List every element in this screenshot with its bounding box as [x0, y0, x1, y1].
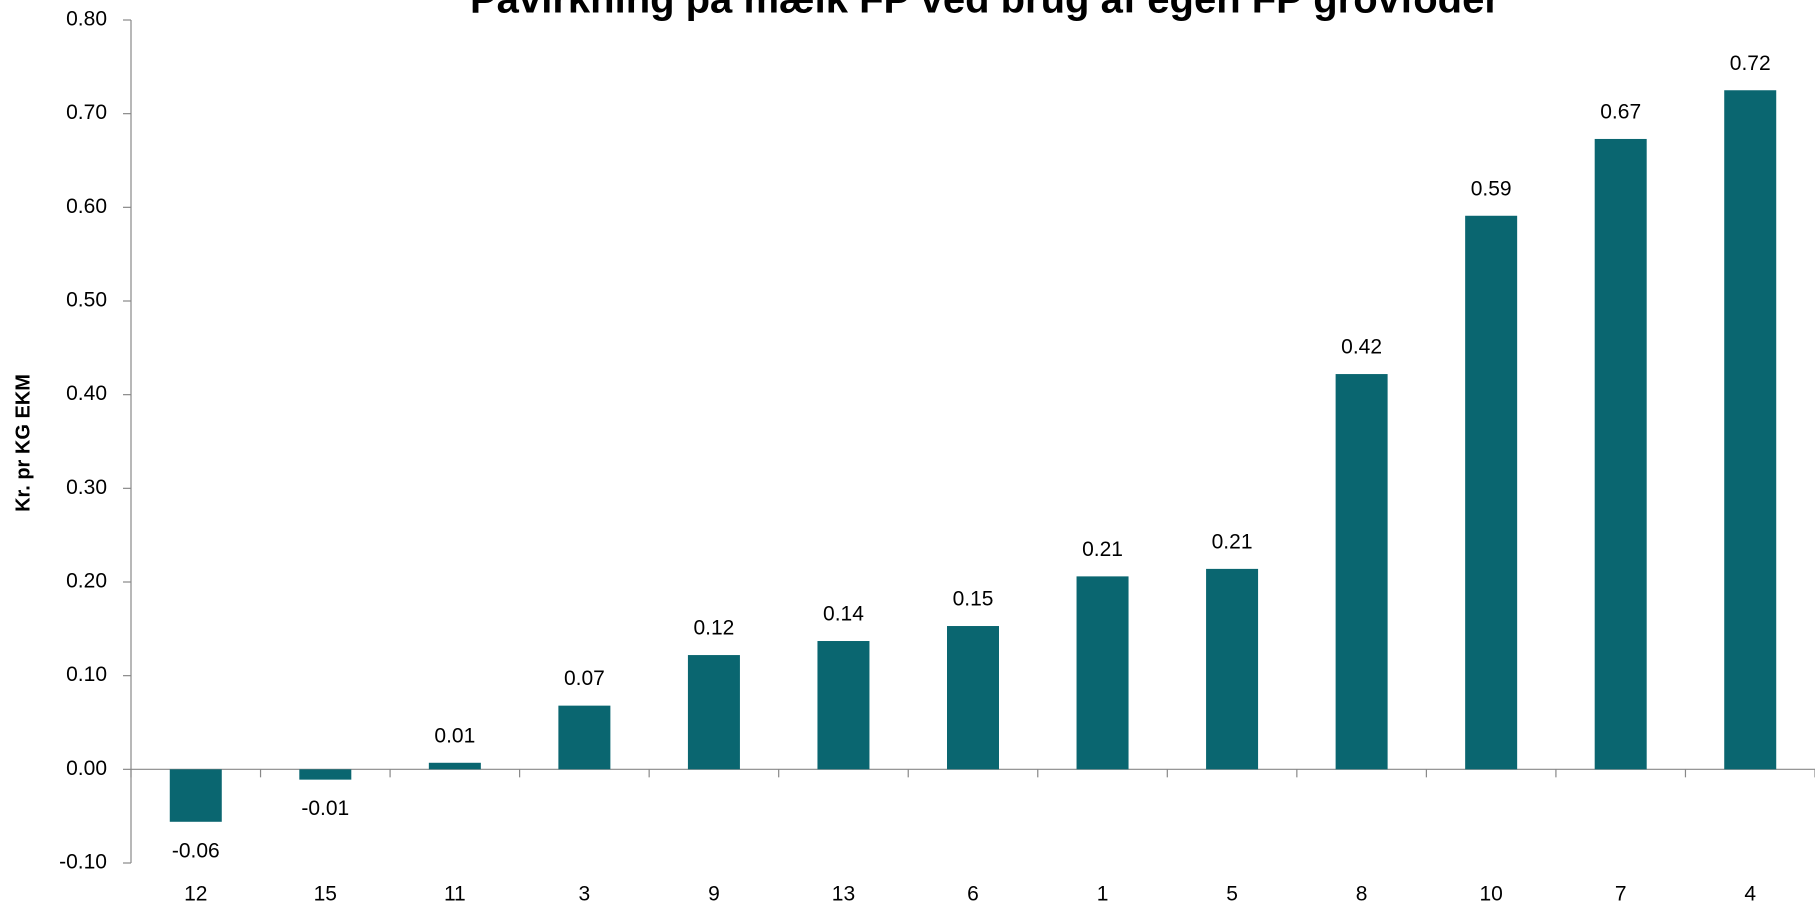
x-tick-label: 7 — [1615, 883, 1627, 906]
y-tick-label: 0.30 — [66, 476, 107, 499]
x-tick-label: 3 — [579, 883, 591, 906]
bar — [817, 641, 870, 770]
y-tick-label: 0.60 — [66, 195, 107, 218]
y-tick-label: 0.10 — [66, 663, 107, 686]
value-label: 0.07 — [564, 667, 605, 690]
bar — [687, 655, 740, 770]
x-tick-label: 8 — [1356, 883, 1368, 906]
y-tick-label: 0.70 — [66, 101, 107, 124]
value-label: 0.12 — [693, 617, 734, 640]
value-label: 0.72 — [1730, 52, 1771, 75]
bar — [428, 762, 481, 770]
bar — [169, 769, 222, 822]
bar — [299, 769, 352, 780]
y-tick-label: 0.40 — [66, 382, 107, 405]
value-label: 0.14 — [823, 603, 864, 626]
value-label: 0.67 — [1600, 101, 1641, 124]
bar — [1076, 576, 1129, 770]
x-tick-label: 12 — [184, 883, 207, 906]
value-label: 0.59 — [1471, 177, 1512, 200]
y-tick-label: 0.20 — [66, 570, 107, 593]
bar — [558, 705, 611, 770]
y-tick-label: 0.50 — [66, 289, 107, 312]
bar — [1465, 215, 1518, 770]
bar — [1594, 138, 1647, 770]
x-tick-label: 11 — [444, 883, 466, 906]
y-tick-label: 0.00 — [66, 757, 107, 780]
x-tick-label: 15 — [314, 883, 337, 906]
value-label: 0.15 — [953, 588, 994, 611]
value-label: 0.01 — [434, 724, 475, 747]
bar — [1335, 374, 1388, 770]
x-tick-label: 6 — [967, 883, 979, 906]
value-label: 0.42 — [1341, 336, 1382, 359]
value-label: -0.01 — [301, 797, 349, 820]
value-label: 0.21 — [1082, 538, 1123, 561]
value-label: 0.21 — [1212, 530, 1253, 553]
bar — [947, 626, 999, 770]
chart-title: Påvirkning på mælk FP ved brug af egen F… — [470, 0, 1500, 22]
bar — [1724, 90, 1777, 770]
y-tick-label: 0.80 — [66, 8, 107, 31]
x-tick-label: 5 — [1226, 883, 1238, 906]
y-tick-label: -0.10 — [59, 851, 107, 874]
x-tick-label: 13 — [832, 883, 855, 906]
value-label: -0.06 — [172, 839, 220, 862]
x-tick-label: 10 — [1479, 883, 1502, 906]
y-axis-label: Kr. pr KG EKM — [12, 374, 34, 512]
x-tick-label: 9 — [708, 883, 720, 906]
x-tick-label: 4 — [1744, 883, 1756, 906]
bar — [1206, 568, 1259, 770]
x-tick-label: 1 — [1097, 883, 1109, 906]
